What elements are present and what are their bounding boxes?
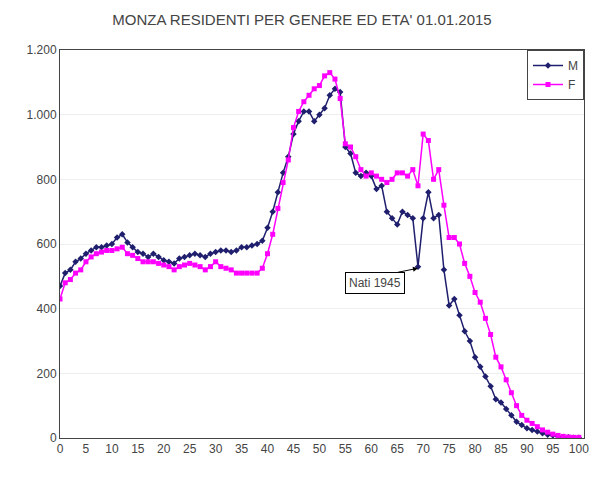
svg-text:75: 75 xyxy=(442,442,456,456)
svg-text:90: 90 xyxy=(520,442,534,456)
svg-text:15: 15 xyxy=(131,442,145,456)
svg-text:F: F xyxy=(568,78,575,92)
svg-text:20: 20 xyxy=(157,442,171,456)
svg-text:80: 80 xyxy=(468,442,482,456)
svg-text:85: 85 xyxy=(494,442,508,456)
svg-text:35: 35 xyxy=(235,442,249,456)
svg-text:MONZA RESIDENTI PER GENERE ED: MONZA RESIDENTI PER GENERE ED ETA' 01.01… xyxy=(112,11,491,28)
svg-text:1.200: 1.200 xyxy=(27,43,57,57)
svg-text:0: 0 xyxy=(50,431,57,445)
svg-text:Nati 1945: Nati 1945 xyxy=(349,276,401,290)
svg-text:60: 60 xyxy=(365,442,379,456)
svg-text:70: 70 xyxy=(416,442,430,456)
svg-text:65: 65 xyxy=(391,442,405,456)
svg-text:200: 200 xyxy=(37,367,57,381)
svg-text:30: 30 xyxy=(209,442,223,456)
svg-text:25: 25 xyxy=(183,442,197,456)
svg-text:100: 100 xyxy=(569,442,589,456)
svg-text:40: 40 xyxy=(261,442,275,456)
svg-text:0: 0 xyxy=(57,442,64,456)
svg-text:45: 45 xyxy=(287,442,301,456)
svg-text:5: 5 xyxy=(83,442,90,456)
svg-text:1.000: 1.000 xyxy=(27,108,57,122)
svg-text:400: 400 xyxy=(37,302,57,316)
svg-text:95: 95 xyxy=(546,442,560,456)
svg-text:10: 10 xyxy=(105,442,119,456)
svg-text:800: 800 xyxy=(37,173,57,187)
svg-text:M: M xyxy=(568,59,578,73)
svg-text:55: 55 xyxy=(339,442,353,456)
svg-text:600: 600 xyxy=(37,237,57,251)
svg-text:50: 50 xyxy=(313,442,327,456)
